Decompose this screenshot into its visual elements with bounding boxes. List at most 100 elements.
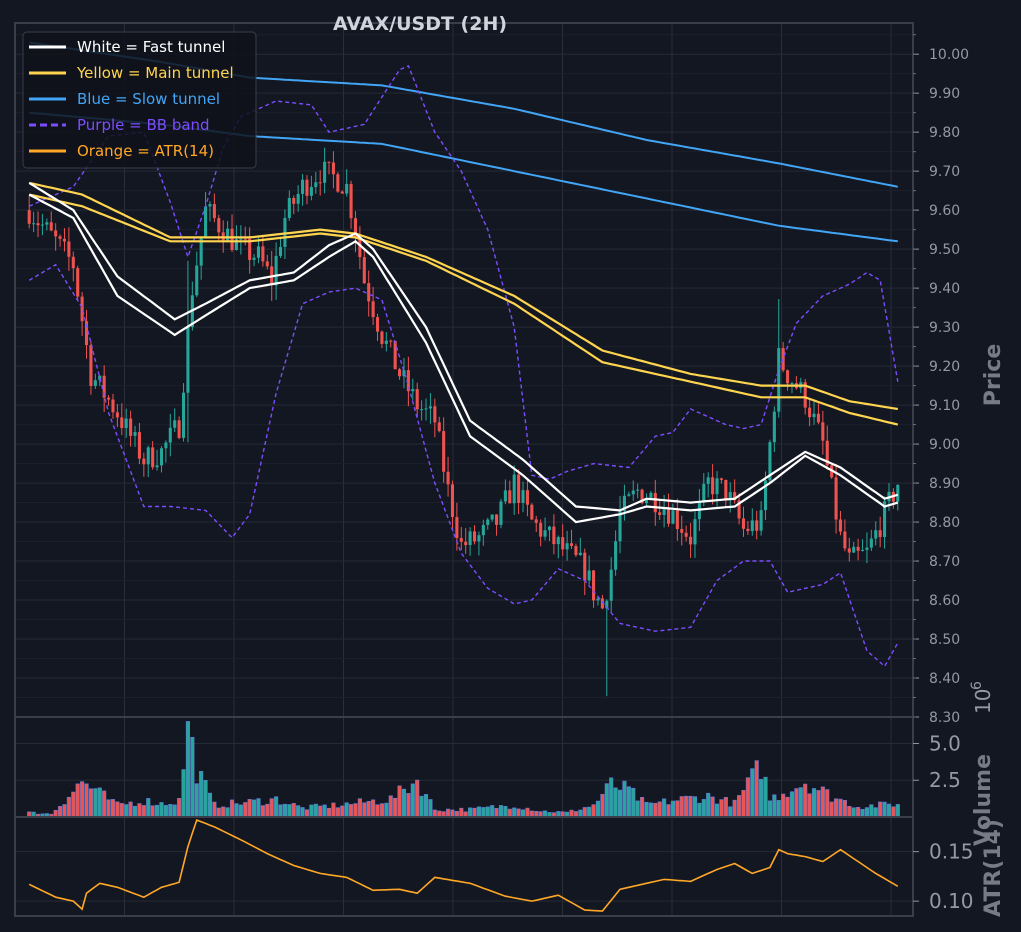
candle-body (102, 375, 106, 398)
volume-bar (750, 768, 755, 818)
candle-body (107, 397, 111, 400)
volume-bar (825, 789, 830, 818)
volume-bar (714, 803, 720, 818)
volume-bar (785, 796, 790, 818)
candle-body (402, 370, 406, 377)
volume-bar (617, 789, 623, 818)
candle-body (393, 340, 397, 370)
candle-body (181, 392, 186, 438)
volume-bar (141, 805, 146, 818)
volume-bar (300, 807, 305, 818)
candle-body (706, 477, 710, 484)
volume-bar (194, 783, 199, 818)
candle-body (834, 477, 838, 520)
candle-body (287, 197, 291, 219)
candle-body (808, 407, 812, 418)
candle-body (349, 183, 353, 219)
candle-body (600, 598, 604, 609)
candle-body (574, 546, 578, 556)
candle-body (733, 492, 737, 501)
candle-body (772, 411, 776, 443)
volume-bar (371, 799, 376, 818)
candle-body (565, 543, 569, 550)
candle-body (684, 532, 688, 537)
candle-body (340, 191, 344, 194)
candle-body (486, 519, 490, 525)
volume-bar (706, 792, 711, 818)
candle-body (649, 492, 653, 499)
volume-bar (291, 803, 296, 818)
volume-bar (406, 793, 411, 818)
candle-body (159, 448, 164, 466)
candle-body (737, 500, 741, 519)
atr-line (28, 818, 899, 912)
candle-body (93, 380, 97, 386)
candle-body (437, 422, 441, 432)
volume-bar (318, 805, 323, 818)
candle-body (719, 478, 723, 480)
candle-body (477, 535, 481, 542)
volume-bar (234, 803, 239, 818)
candle-body (168, 427, 172, 443)
candle-body (296, 193, 300, 204)
volume-bar (578, 809, 583, 818)
candle-body (375, 317, 380, 332)
volume-bar (88, 788, 93, 818)
volume-bar (102, 790, 107, 818)
volume-bar (150, 805, 155, 818)
candle-body (896, 484, 900, 502)
volume-bar (203, 780, 208, 818)
price-tick-label: 8.80 (929, 515, 960, 531)
volume-bar (388, 795, 393, 818)
volume-bar (423, 794, 429, 818)
candle-body (384, 340, 388, 344)
price-tick-label: 9.40 (929, 281, 960, 297)
candle-body (124, 418, 128, 428)
volume-bar (459, 807, 464, 818)
price-tick-label: 9.80 (929, 125, 960, 141)
volume-bar (803, 783, 808, 818)
volume-bar (851, 807, 856, 818)
volume-tick-label: 5.0 (929, 731, 961, 755)
volume-bar (723, 796, 728, 818)
volume-bar (613, 787, 618, 818)
candle-body (472, 531, 477, 542)
candle-body (852, 546, 856, 553)
legend-label: Blue = Slow tunnel (77, 90, 220, 108)
volume-bar (472, 807, 477, 818)
volume-bar (344, 802, 349, 818)
candle-body (428, 406, 432, 409)
candle-body (746, 528, 750, 532)
candle-body (803, 382, 807, 408)
volume-bar (869, 804, 874, 818)
volume-bar (93, 788, 98, 818)
candle-body (195, 265, 199, 296)
candle-body (406, 370, 410, 392)
candle-body (186, 327, 190, 393)
volume-bar (886, 803, 892, 818)
candle-body (883, 501, 887, 538)
volume-bar (635, 800, 640, 818)
volume-bar (326, 807, 332, 818)
candle-body (230, 228, 234, 251)
candle-body (208, 204, 212, 207)
candle-body (261, 246, 265, 262)
volume-bar (216, 807, 221, 818)
candle-body (331, 162, 335, 175)
volume-bar (648, 802, 653, 818)
volume-bar (759, 778, 764, 818)
candle-body (248, 238, 252, 260)
candle-body (199, 236, 203, 266)
candle-body (499, 501, 503, 525)
volume-bar (591, 804, 596, 818)
candle-body (155, 465, 159, 468)
candle-body (274, 255, 278, 286)
volume-bar (741, 789, 746, 818)
volume-bar (763, 776, 768, 818)
volume-bar (115, 801, 120, 818)
price-tick-label: 8.90 (929, 476, 960, 492)
volume-bar (468, 807, 473, 818)
volume-bar (626, 786, 631, 818)
volume-bar (754, 760, 759, 818)
